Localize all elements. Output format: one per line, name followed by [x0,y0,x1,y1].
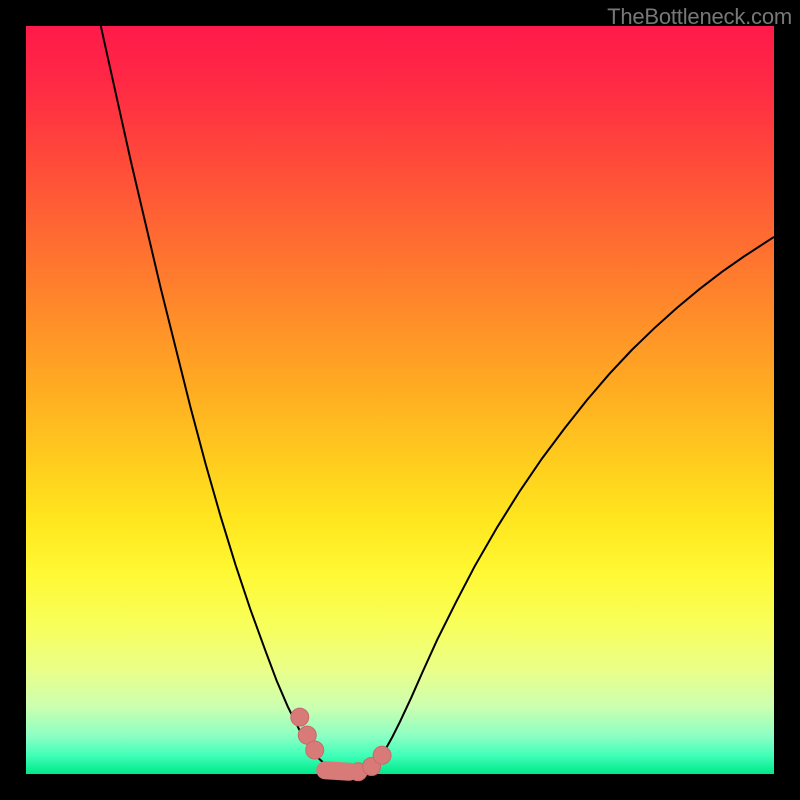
marker-dot [306,741,324,759]
gradient-rect [26,26,774,774]
marker-capsule [325,770,349,771]
watermark-text: TheBottleneck.com [607,4,792,30]
marker-dot [373,746,391,764]
chart-svg [0,0,800,800]
marker-dot [291,708,309,726]
